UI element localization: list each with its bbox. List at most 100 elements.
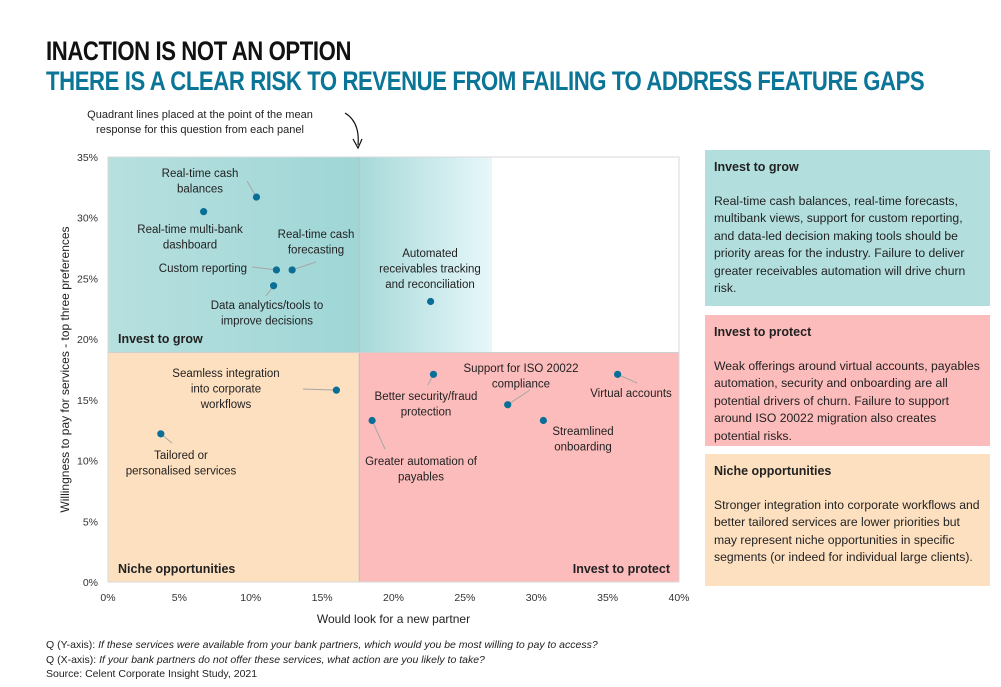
label-line: Seamless integration — [172, 368, 279, 380]
x-tick-label: 25% — [454, 592, 475, 604]
label-line: Custom reporting — [159, 263, 247, 275]
page-title: INACTION IS NOT AN OPTION — [46, 36, 352, 66]
panel-text: Weak offerings around virtual accounts, … — [714, 358, 980, 443]
x-tick-label: 35% — [597, 592, 618, 604]
quadrant-niche — [108, 352, 360, 582]
data-point-label: Better security/fraud protection — [375, 391, 478, 419]
q-text: If these services were available from yo… — [98, 639, 598, 651]
data-point-label: Real-time cash forecasting — [278, 229, 355, 257]
y-axis-label: Willingness to pay for services - top th… — [58, 226, 72, 512]
data-point — [252, 193, 261, 201]
x-tick-label: 15% — [312, 592, 333, 604]
panel-title: Invest to grow — [714, 160, 799, 174]
y-tick-label: 15% — [77, 395, 98, 407]
label-line: dashboard — [163, 240, 217, 252]
data-point-label: Data analytics/tools to improve decisions — [211, 300, 324, 328]
data-point-label: Tailored or personalised services — [126, 450, 237, 478]
panel-invest-to-protect: Invest to protect Weak offerings around … — [705, 315, 990, 446]
label-line: and reconciliation — [385, 279, 475, 291]
label-line: Virtual accounts — [590, 388, 672, 400]
x-tick-label: 30% — [526, 592, 547, 604]
data-point — [429, 370, 438, 378]
panel-niche-opportunities: Niche opportunities Stronger integration… — [705, 454, 990, 586]
data-point — [539, 416, 547, 425]
footer: Q (Y-axis): If these services were avail… — [46, 638, 598, 682]
data-point — [157, 430, 165, 438]
quadrant-label: Invest to grow — [118, 332, 203, 346]
quadrant-invest-to-grow-fade — [359, 157, 492, 353]
footer-q-x: Q (X-axis): If your bank partners do not… — [46, 653, 598, 668]
data-point-label: Virtual accounts — [590, 388, 672, 400]
data-point — [504, 401, 512, 409]
label-line: protection — [401, 407, 452, 419]
quadrant-invest-to-protect — [359, 352, 679, 582]
panel-text: Real-time cash balances, real-time forec… — [714, 193, 966, 296]
label-line: Tailored or — [154, 450, 208, 462]
data-point-label: Automated receivables tracking and reconci… — [379, 248, 481, 291]
label-line: balances — [177, 184, 223, 196]
label-line: compliance — [492, 379, 550, 391]
x-tick-label: 5% — [172, 592, 187, 604]
leader-line — [371, 420, 386, 450]
x-tick-label: 40% — [668, 592, 689, 604]
x-axis-label: Would look for a new partner — [317, 612, 470, 626]
y-tick-label: 30% — [77, 213, 98, 225]
q-text: If your bank partners do not offer these… — [99, 653, 485, 666]
y-tick-label: 5% — [83, 516, 98, 528]
arrow-head-icon — [352, 138, 363, 150]
label-line: Real-time multi-bank — [137, 224, 243, 236]
label-line: Better security/fraud — [375, 391, 478, 403]
data-point-label: Support for ISO 20022 compliance — [463, 363, 578, 391]
label-line: payables — [398, 472, 444, 484]
data-point-label: Streamlined onboarding — [552, 426, 613, 454]
label-line: improve decisions — [221, 316, 313, 328]
label-line: Real-time cash — [278, 229, 355, 241]
data-point — [272, 266, 281, 274]
label-line: Greater automation of — [365, 456, 478, 468]
data-point — [269, 282, 278, 290]
data-point-label: Seamless integration into corporate workfl… — [172, 368, 279, 411]
plot-border — [107, 156, 680, 583]
annotation-arrow-icon — [344, 112, 359, 146]
label-line: Streamlined — [552, 426, 613, 438]
quadrant-invest-to-grow — [108, 157, 360, 353]
q-prefix: Q (X-axis): — [46, 653, 100, 666]
leader-line — [251, 266, 277, 271]
x-tick-label: 20% — [383, 592, 404, 604]
data-point — [427, 297, 435, 306]
data-point-label: Real-time multi-bank dashboard — [137, 224, 243, 252]
page-subtitle: THERE IS A CLEAR RISK TO REVENUE FROM FA… — [46, 66, 925, 96]
label-line: Support for ISO 20022 — [463, 363, 578, 375]
data-point — [368, 416, 376, 425]
data-point — [288, 266, 296, 274]
label-line: Automated — [402, 248, 458, 260]
data-point — [200, 208, 208, 216]
label-line: Real-time cash — [162, 168, 239, 180]
label-line: personalised services — [126, 466, 237, 478]
panel-title: Niche opportunities — [714, 464, 832, 478]
footer-q-y: Q (Y-axis): If these services were avail… — [46, 638, 598, 653]
q-prefix: Q (Y-axis): — [46, 639, 99, 651]
panel-invest-to-grow: Invest to grow Real-time cash balances, … — [705, 150, 990, 306]
label-line: Data analytics/tools to — [211, 300, 324, 312]
label-line: onboarding — [554, 442, 612, 454]
data-point-label: Custom reporting — [159, 263, 247, 275]
x-tick-label: 0% — [100, 592, 115, 604]
quadrant-label: Invest to protect — [573, 562, 671, 576]
panel-title: Invest to protect — [714, 325, 812, 339]
data-point-label: Greater automation of payables — [365, 456, 478, 484]
data-point-label: Real-time cash balances — [162, 168, 239, 196]
leader-line — [302, 388, 337, 391]
label-line: workflows — [200, 399, 252, 411]
label-line: into corporate — [191, 384, 261, 396]
y-tick-label: 20% — [77, 334, 98, 346]
leader-line — [291, 261, 317, 271]
data-point — [614, 370, 622, 378]
y-tick-label: 10% — [77, 456, 98, 468]
y-tick-label: 0% — [83, 577, 98, 589]
panel-text: Stronger integration into corporate work… — [714, 497, 980, 565]
data-point — [332, 386, 340, 394]
label-line: forecasting — [288, 245, 344, 257]
